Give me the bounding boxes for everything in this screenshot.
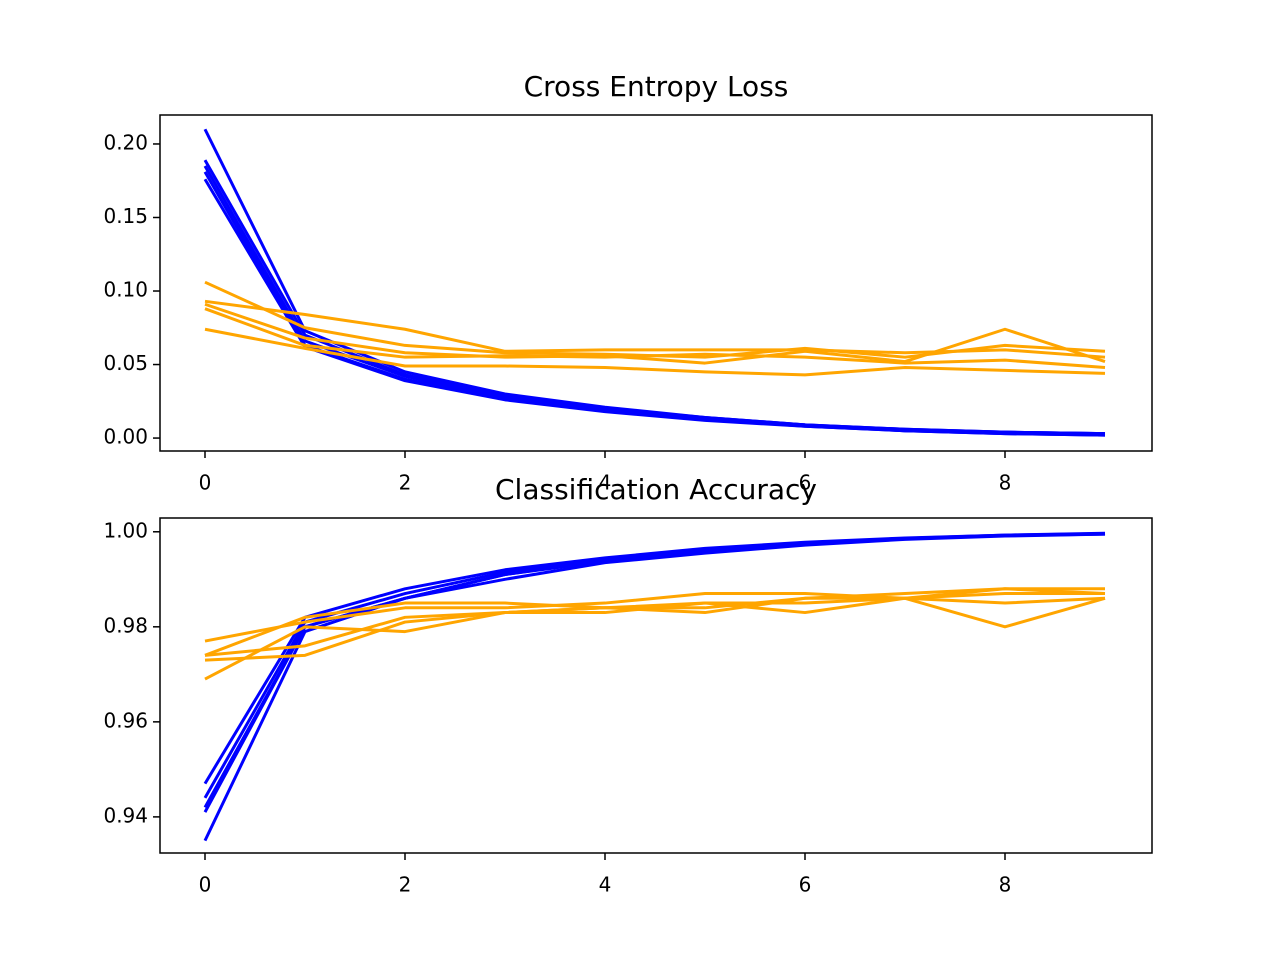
data-line [203,532,1106,799]
chart-title: Classification Accuracy [495,473,817,506]
data-line [204,307,1106,369]
y-tick-label: 0.20 [103,130,148,154]
chart-title: Cross Entropy Loss [524,70,789,103]
x-tick-label: 4 [599,471,612,495]
axes-frame [159,517,1153,854]
x-tick-label: 8 [999,471,1012,495]
data-line [203,532,1106,809]
data-line [203,165,1106,436]
axes-frame [159,114,1153,452]
data-line [204,302,1106,365]
x-tick-label: 0 [199,873,212,897]
data-line [204,299,1106,359]
y-tick-label: 0.00 [103,425,148,449]
x-tick-label: 2 [399,873,412,897]
y-tick-label: 1.00 [103,518,148,542]
data-line [204,596,1106,662]
y-tick-label: 0.05 [103,351,148,375]
data-line [203,532,1106,813]
data-line [203,178,1106,437]
y-tick-label: 0.10 [103,278,148,302]
y-tick-label: 0.96 [103,708,148,732]
data-line [203,532,1106,842]
x-tick-label: 2 [399,471,412,495]
data-line [204,587,1106,681]
x-tick-label: 8 [999,873,1012,897]
data-line [204,592,1106,643]
data-line [203,531,1106,785]
y-tick-label: 0.98 [103,613,148,637]
x-tick-label: 4 [599,873,612,897]
data-line [204,587,1105,657]
x-tick-label: 0 [199,471,212,495]
y-tick-label: 0.15 [103,204,148,228]
data-line [204,327,1106,377]
x-tick-label: 6 [799,873,812,897]
data-line [203,159,1106,436]
y-tick-label: 0.94 [103,803,148,827]
x-tick-label: 6 [799,471,812,495]
data-line [203,128,1106,436]
data-line [203,171,1106,437]
